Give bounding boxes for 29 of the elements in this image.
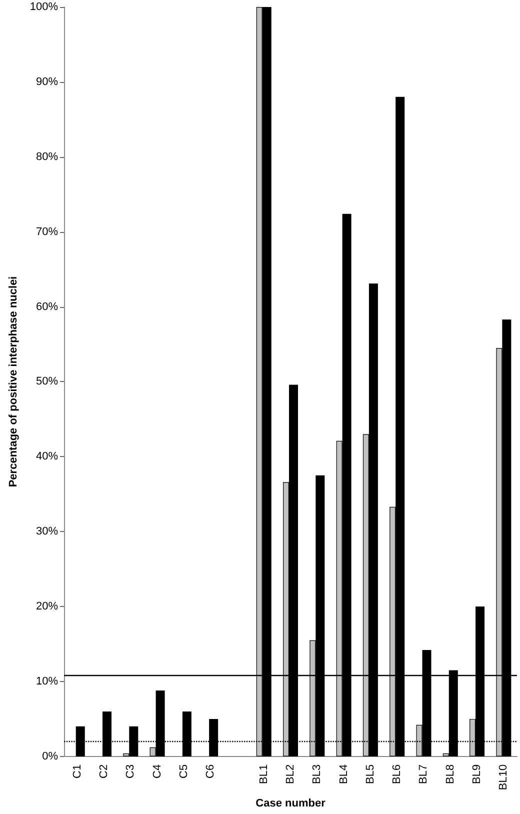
x-tick-label: BL9 [471, 764, 484, 784]
y-tick-label: 90% [36, 76, 58, 88]
x-tick-label: C4 [151, 764, 164, 778]
y-tick-label: 0% [42, 750, 58, 762]
x-tick-label: C6 [204, 764, 217, 778]
x-tick-label: C1 [71, 764, 84, 778]
y-tick-label: 70% [36, 226, 58, 238]
x-tick-label: C3 [124, 764, 137, 778]
x-tick-label: BL4 [338, 764, 350, 784]
x-tick-label: C5 [178, 764, 190, 778]
y-tick-label: 50% [36, 376, 58, 388]
x-tick-label: BL6 [391, 764, 404, 784]
y-tick-label: 80% [36, 150, 58, 163]
x-tick-label: BL3 [311, 764, 324, 784]
x-tick-label: BL8 [444, 764, 456, 784]
x-tick-label: BL2 [284, 764, 297, 784]
y-axis-title: Percentage of positive interphase nuclei [8, 276, 20, 488]
y-tick-label: 60% [36, 300, 58, 313]
y-tick-label: 40% [36, 450, 58, 463]
x-axis-title: Case number [256, 798, 326, 810]
x-tick-label: BL5 [364, 764, 376, 784]
x-tick-label: BL10 [498, 764, 510, 790]
x-tick-label: C2 [98, 764, 110, 778]
y-tick-label: 30% [36, 526, 58, 538]
y-tick-label: 100% [30, 1, 58, 13]
y-tick-label: 20% [36, 600, 58, 613]
x-tick-label: BL1 [258, 764, 270, 784]
x-tick-label: BL7 [418, 764, 430, 784]
y-tick-label: 10% [36, 675, 58, 688]
